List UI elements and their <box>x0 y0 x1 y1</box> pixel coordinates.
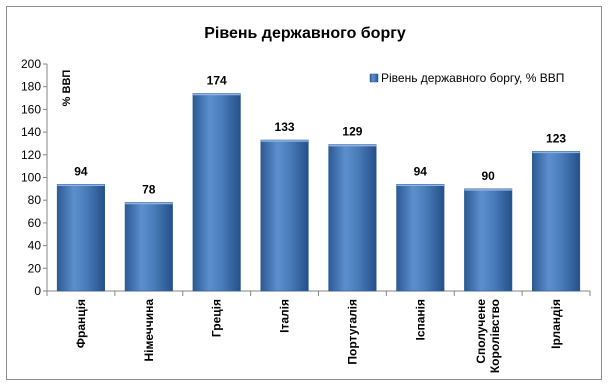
category-labels: Франція Німеччина Греція Італія Португалія Іс… <box>74 299 563 373</box>
bar <box>328 144 377 292</box>
category-label: Іспанія <box>413 299 427 341</box>
category-label: Португалія <box>345 299 359 365</box>
y-axis: 0 20 40 60 80 100 120 140 160 180 200 <box>21 57 48 298</box>
data-labels: 94 78 174 133 129 94 90 123 <box>74 74 566 197</box>
y-tick-label: 100 <box>21 171 41 185</box>
y-tick-label: 160 <box>21 102 41 116</box>
legend-swatch <box>369 73 379 83</box>
data-label: 133 <box>275 120 295 134</box>
y-tick-label: 120 <box>21 148 41 162</box>
x-axis <box>46 290 591 296</box>
category-label: Італія <box>278 299 292 333</box>
data-label: 90 <box>482 169 496 183</box>
bar <box>124 202 173 292</box>
y-tick-label: 40 <box>28 239 42 253</box>
category-label: Франція <box>74 299 88 348</box>
y-tick-label: 180 <box>21 80 41 94</box>
legend: Рівень державного боргу, % ВВП <box>369 71 564 85</box>
category-label: Греція <box>210 299 224 337</box>
bar <box>260 139 309 292</box>
y-tick-label: 140 <box>21 125 41 139</box>
bars <box>56 93 581 292</box>
y-axis-label: % ВВП <box>61 70 73 107</box>
bar <box>464 188 513 292</box>
y-tick-label: 60 <box>28 216 42 230</box>
bar <box>396 184 445 292</box>
category-label: Німеччина <box>142 299 156 362</box>
data-label: 94 <box>414 164 428 178</box>
y-tick-label: 0 <box>34 284 41 298</box>
legend-label: Рівень державного боргу, % ВВП <box>381 71 564 85</box>
data-label: 129 <box>342 125 362 139</box>
data-label: 78 <box>142 182 156 196</box>
y-tick-label: 20 <box>28 261 42 275</box>
category-label: Королівство <box>488 299 502 373</box>
bar <box>56 184 105 292</box>
y-tick-label: 80 <box>28 193 42 207</box>
data-label: 94 <box>74 164 88 178</box>
data-label: 123 <box>546 131 566 145</box>
data-label: 174 <box>207 74 227 88</box>
chart-title: Рівень державного боргу <box>204 25 406 42</box>
category-label: Ірландія <box>549 299 563 349</box>
category-label: Сполучене <box>474 299 488 364</box>
bar <box>192 93 241 292</box>
bar <box>532 151 581 292</box>
y-tick-label: 200 <box>21 57 41 71</box>
